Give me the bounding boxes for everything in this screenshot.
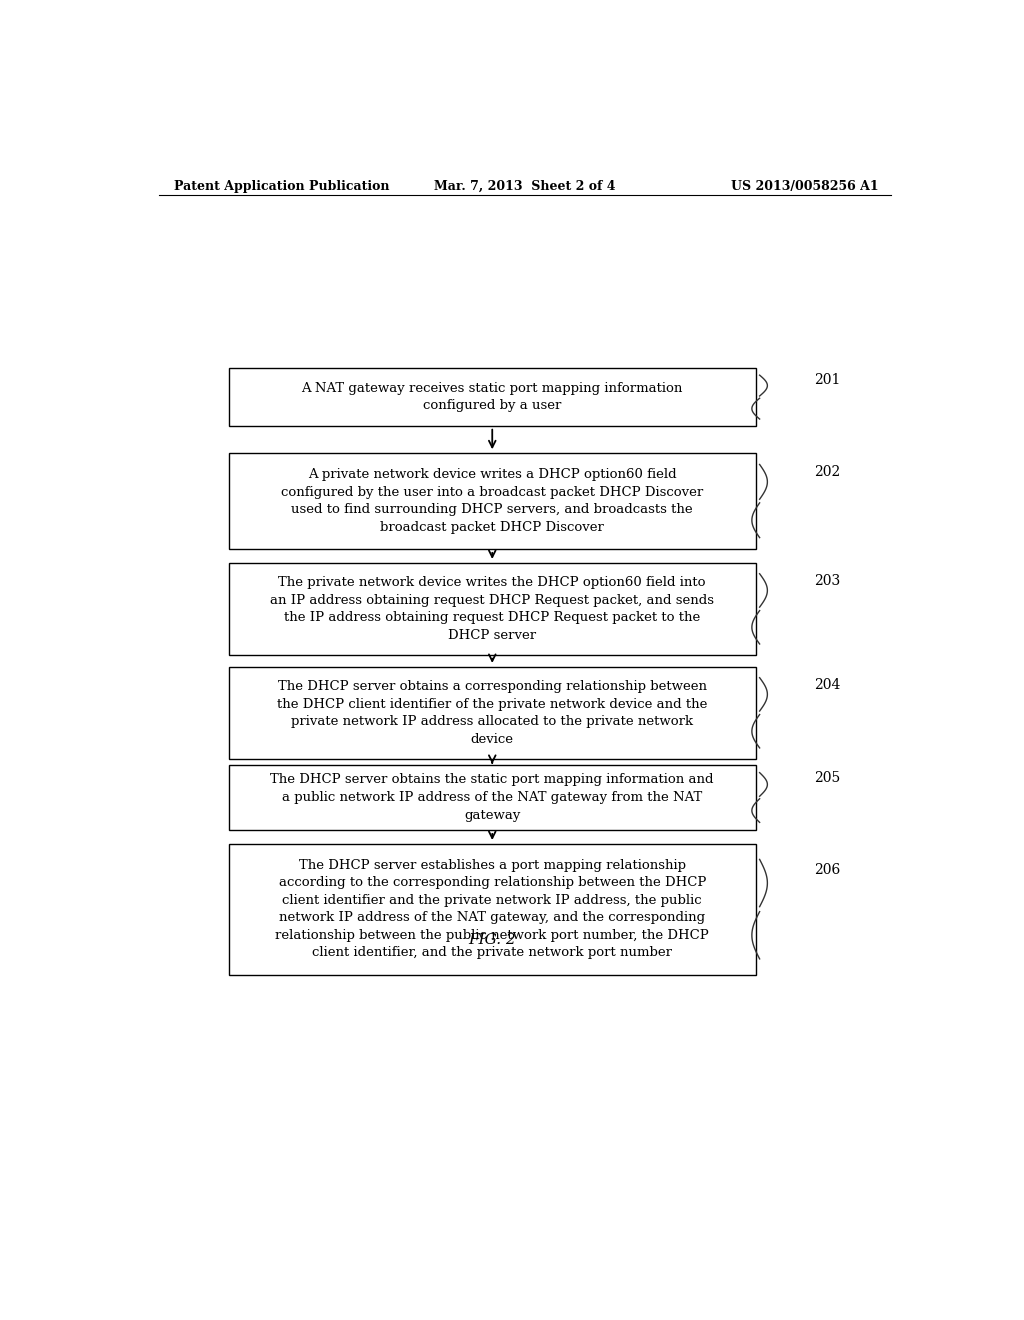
Bar (228, 667, 756, 759)
Text: 201: 201 (814, 372, 841, 387)
Text: 202: 202 (814, 465, 840, 479)
Bar (228, 843, 756, 974)
Text: The DHCP server obtains the static port mapping information and
a public network: The DHCP server obtains the static port … (270, 774, 714, 821)
Bar (228, 368, 756, 426)
Text: Mar. 7, 2013  Sheet 2 of 4: Mar. 7, 2013 Sheet 2 of 4 (434, 180, 615, 193)
Text: The DHCP server obtains a corresponding relationship between
the DHCP client ide: The DHCP server obtains a corresponding … (278, 680, 708, 746)
Text: The DHCP server establishes a port mapping relationship
according to the corresp: The DHCP server establishes a port mappi… (275, 859, 710, 960)
Bar (228, 764, 756, 830)
Bar (228, 453, 756, 549)
Text: A private network device writes a DHCP option60 field
configured by the user int: A private network device writes a DHCP o… (282, 469, 703, 533)
Bar (228, 562, 756, 655)
Text: 204: 204 (814, 678, 841, 692)
Text: A NAT gateway receives static port mapping information
configured by a user: A NAT gateway receives static port mappi… (301, 381, 683, 412)
Text: Patent Application Publication: Patent Application Publication (174, 180, 390, 193)
Text: 206: 206 (814, 863, 840, 876)
Text: 205: 205 (814, 771, 840, 785)
Text: FIG. 2: FIG. 2 (468, 933, 516, 946)
Text: 203: 203 (814, 574, 840, 589)
Text: US 2013/0058256 A1: US 2013/0058256 A1 (731, 180, 879, 193)
Text: The private network device writes the DHCP option60 field into
an IP address obt: The private network device writes the DH… (270, 576, 715, 642)
